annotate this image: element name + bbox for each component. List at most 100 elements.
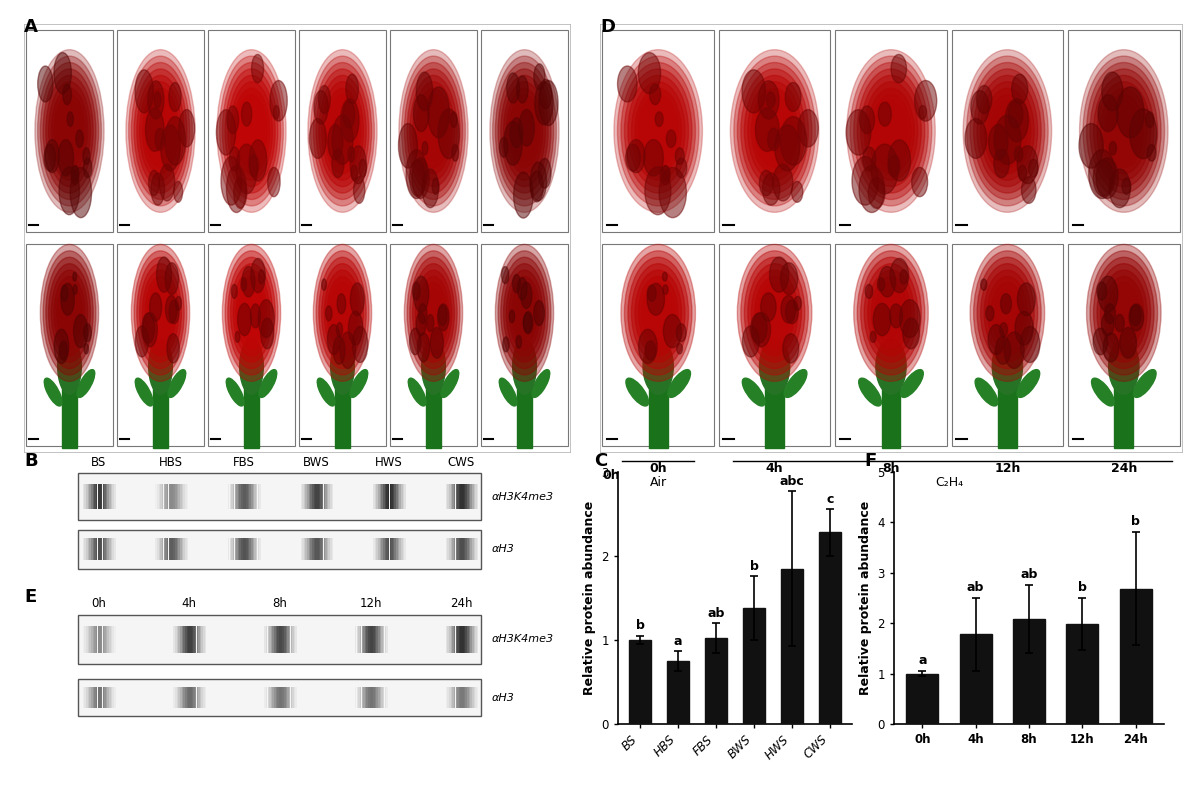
Circle shape	[865, 285, 872, 298]
Circle shape	[230, 264, 272, 362]
Bar	[365, 626, 366, 653]
Bar	[83, 626, 84, 653]
Bar	[116, 30, 204, 231]
Circle shape	[871, 94, 911, 167]
Text: F: F	[864, 452, 876, 470]
Bar	[254, 538, 256, 561]
Bar	[104, 626, 106, 653]
Circle shape	[662, 272, 667, 281]
Bar	[198, 626, 199, 653]
Circle shape	[493, 56, 557, 206]
Bar	[463, 626, 466, 653]
Bar	[170, 484, 172, 510]
Circle shape	[649, 114, 667, 148]
Circle shape	[875, 101, 907, 161]
Bar	[167, 484, 168, 510]
Circle shape	[971, 90, 989, 124]
Bar	[114, 687, 115, 709]
Circle shape	[755, 277, 794, 350]
Circle shape	[988, 94, 1027, 167]
Circle shape	[985, 306, 994, 321]
Bar	[382, 538, 383, 561]
Circle shape	[1093, 160, 1114, 196]
Circle shape	[1102, 72, 1123, 110]
Circle shape	[412, 158, 430, 198]
Text: HBS: HBS	[146, 469, 175, 482]
Ellipse shape	[259, 370, 277, 398]
Bar	[290, 687, 292, 709]
Circle shape	[523, 311, 533, 334]
Bar	[88, 484, 89, 510]
Bar	[456, 626, 457, 653]
Bar	[242, 538, 245, 561]
Circle shape	[241, 290, 262, 337]
Circle shape	[52, 270, 88, 356]
Circle shape	[46, 140, 59, 173]
Bar	[104, 538, 106, 561]
Bar	[78, 679, 481, 716]
Bar	[238, 538, 239, 561]
Circle shape	[1098, 276, 1117, 312]
Circle shape	[758, 81, 779, 119]
Bar	[162, 484, 163, 510]
Circle shape	[48, 82, 90, 180]
Bar	[161, 484, 162, 510]
Bar	[426, 366, 440, 448]
Circle shape	[515, 290, 534, 337]
Bar	[176, 538, 179, 561]
Bar	[467, 687, 468, 709]
Bar	[289, 626, 290, 653]
Bar	[355, 687, 356, 709]
Circle shape	[245, 114, 259, 148]
Circle shape	[61, 283, 74, 315]
Bar	[329, 484, 330, 510]
Bar	[185, 687, 186, 709]
Circle shape	[348, 311, 362, 345]
Circle shape	[1080, 50, 1168, 212]
Bar	[449, 538, 450, 561]
Text: b: b	[1132, 515, 1140, 529]
Bar	[250, 484, 251, 510]
Circle shape	[322, 264, 364, 362]
Circle shape	[762, 290, 787, 337]
Circle shape	[1109, 142, 1116, 155]
Ellipse shape	[743, 378, 764, 406]
Circle shape	[1109, 169, 1130, 208]
Bar	[313, 538, 316, 561]
Circle shape	[1012, 74, 1027, 104]
Bar	[292, 626, 294, 653]
Circle shape	[216, 110, 235, 155]
Bar	[102, 687, 104, 709]
Text: b: b	[636, 619, 644, 633]
Circle shape	[857, 69, 925, 193]
Bar	[629, 640, 652, 724]
Bar	[377, 538, 378, 561]
Circle shape	[511, 101, 538, 161]
Bar	[370, 626, 371, 653]
Circle shape	[59, 167, 79, 214]
Circle shape	[131, 62, 190, 199]
Bar	[374, 538, 377, 561]
Circle shape	[52, 88, 88, 174]
Text: αH3K4me3: αH3K4me3	[492, 491, 553, 502]
Bar	[174, 484, 175, 510]
Circle shape	[970, 245, 1045, 382]
Bar	[461, 538, 462, 561]
Bar	[320, 538, 322, 561]
Bar	[382, 687, 383, 709]
Bar	[188, 687, 190, 709]
Circle shape	[228, 258, 275, 369]
Circle shape	[169, 300, 179, 324]
Circle shape	[169, 82, 181, 111]
Circle shape	[1100, 88, 1147, 174]
Bar	[356, 626, 358, 653]
Bar	[113, 538, 114, 561]
Circle shape	[149, 170, 160, 196]
Circle shape	[1103, 333, 1118, 362]
Circle shape	[628, 75, 689, 186]
Bar	[176, 687, 179, 709]
Circle shape	[744, 75, 805, 186]
Circle shape	[512, 338, 536, 394]
Bar	[194, 687, 197, 709]
Circle shape	[785, 82, 800, 111]
